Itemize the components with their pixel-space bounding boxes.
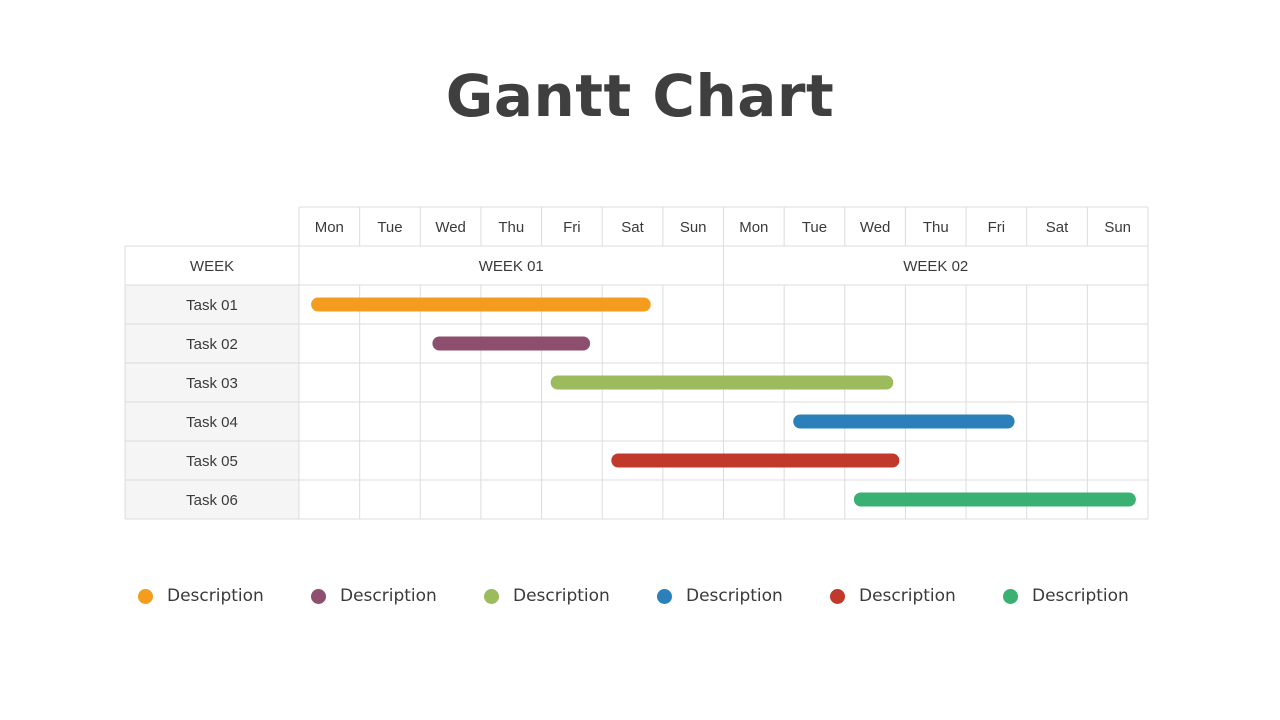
legend-dot-icon <box>311 588 326 604</box>
task-label: Task 06 <box>186 492 238 509</box>
day-label: Mon <box>315 219 344 236</box>
task-bar <box>550 375 894 390</box>
task-label: Task 02 <box>186 336 238 353</box>
page-title: Gantt Chart <box>445 62 835 130</box>
day-label: Tue <box>802 219 827 236</box>
day-label: Sat <box>621 219 644 236</box>
day-label: Wed <box>435 219 466 236</box>
legend: Description Description Description Desc… <box>0 582 1280 610</box>
legend-dot-icon <box>830 588 845 604</box>
day-label: Thu <box>923 219 949 236</box>
day-label: Sun <box>1104 219 1131 236</box>
task-bar <box>311 297 651 312</box>
task-label: Task 05 <box>186 453 238 470</box>
legend-label: Description <box>859 586 956 606</box>
legend-label: Description <box>1032 586 1129 606</box>
legend-item: Description <box>830 582 956 610</box>
task-label: Task 03 <box>186 375 238 392</box>
day-label: Tue <box>377 219 402 236</box>
day-label: Sun <box>680 219 707 236</box>
legend-label: Description <box>340 586 437 606</box>
legend-dot-icon <box>484 588 499 604</box>
day-label: Fri <box>563 219 581 236</box>
day-label: Sat <box>1046 219 1069 236</box>
legend-label: Description <box>686 586 783 606</box>
task-bar <box>853 492 1136 507</box>
day-label: Thu <box>498 219 524 236</box>
legend-label: Description <box>513 586 610 606</box>
legend-item: Description <box>657 582 783 610</box>
legend-dot-icon <box>138 588 153 604</box>
task-bar <box>611 453 900 468</box>
task-label: Task 01 <box>186 297 238 314</box>
week-label: WEEK 01 <box>479 258 544 275</box>
legend-item: Description <box>1003 582 1129 610</box>
task-label: Task 04 <box>186 414 238 431</box>
legend-dot-icon <box>1003 588 1018 604</box>
legend-label: Description <box>167 586 264 606</box>
legend-item: Description <box>138 582 264 610</box>
legend-item: Description <box>484 582 610 610</box>
day-label: Fri <box>988 219 1006 236</box>
legend-dot-icon <box>657 588 672 604</box>
week-row-header: WEEK <box>190 258 234 275</box>
day-label: Mon <box>739 219 768 236</box>
legend-item: Description <box>311 582 437 610</box>
week-label: WEEK 02 <box>903 258 968 275</box>
week-header-cell <box>125 246 299 285</box>
day-label: Wed <box>860 219 891 236</box>
task-bar <box>432 336 591 351</box>
task-bar <box>793 414 1015 429</box>
